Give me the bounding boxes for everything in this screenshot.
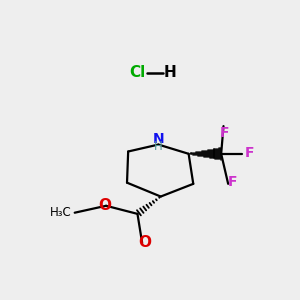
Text: H: H bbox=[154, 140, 163, 153]
Text: H₃C: H₃C bbox=[50, 206, 71, 219]
Text: O: O bbox=[138, 235, 152, 250]
Text: F: F bbox=[220, 126, 230, 140]
Text: N: N bbox=[153, 132, 164, 146]
Text: O: O bbox=[98, 198, 111, 213]
Text: H: H bbox=[164, 65, 176, 80]
Text: F: F bbox=[244, 146, 254, 160]
Text: F: F bbox=[228, 175, 238, 189]
Text: Cl: Cl bbox=[129, 65, 146, 80]
